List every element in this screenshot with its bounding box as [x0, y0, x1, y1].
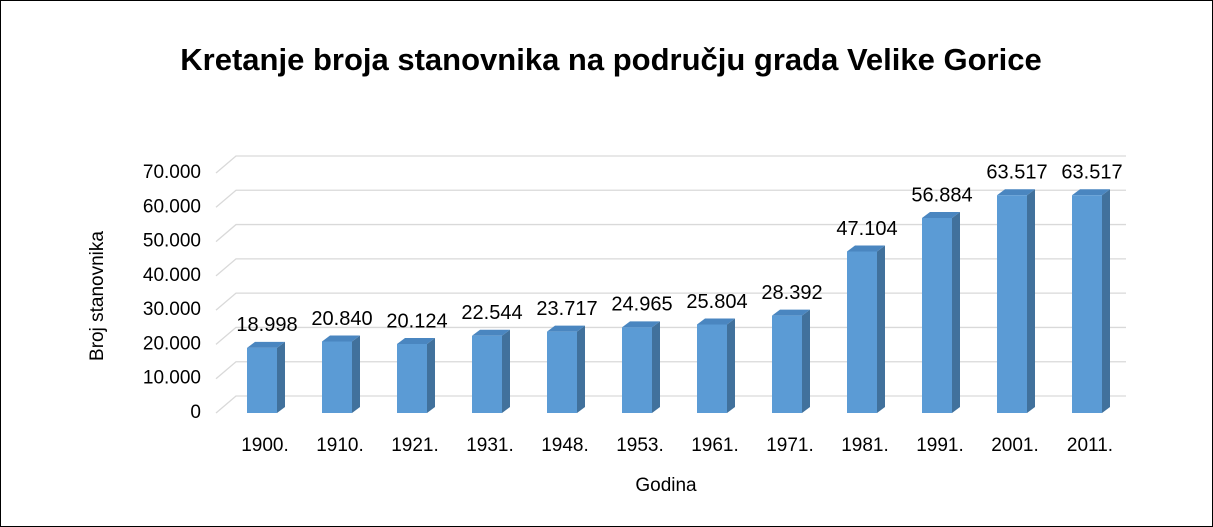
grid-line	[215, 361, 1126, 380]
bar-top	[472, 329, 510, 336]
bar-side	[952, 211, 960, 413]
grid-line	[215, 258, 1126, 277]
bar-top	[247, 341, 285, 348]
data-label: 63.517	[986, 162, 1047, 184]
bar	[322, 335, 360, 413]
bar-front	[547, 331, 577, 413]
grid-line	[215, 292, 1126, 311]
bar-side	[1102, 189, 1110, 413]
x-tick-label: 1921.	[391, 435, 439, 456]
y-tick-label: 50.000	[143, 231, 201, 252]
bar	[847, 245, 885, 413]
bar-front	[772, 315, 802, 413]
bar	[397, 338, 435, 413]
chart-title: Kretanje broja stanovnika na području gr…	[180, 42, 1042, 77]
bar-side	[277, 341, 285, 413]
bar	[622, 321, 660, 413]
bar-top	[997, 189, 1035, 196]
bar-front	[847, 251, 877, 413]
data-label: 56.884	[911, 184, 972, 206]
x-tick-label: 1931.	[466, 435, 514, 456]
bar-side	[577, 325, 585, 413]
data-label: 22.544	[461, 302, 522, 324]
x-tick-label: 1981.	[841, 435, 889, 456]
bar	[247, 341, 285, 413]
bar-front	[322, 341, 352, 413]
grid-line	[215, 223, 1126, 243]
bar-front	[922, 217, 952, 413]
bar-front	[697, 324, 727, 413]
bar-top	[397, 338, 435, 345]
bar-top	[622, 321, 660, 328]
bar	[472, 329, 510, 413]
x-axis-title: Godina	[635, 475, 697, 496]
y-tick-label: 40.000	[143, 265, 201, 286]
x-tick-label: 1953.	[616, 435, 664, 456]
bar-side	[502, 329, 510, 413]
data-label: 47.104	[836, 218, 897, 240]
x-tick-label: 1948.	[541, 435, 589, 456]
bar-top	[547, 325, 585, 332]
bar-front	[997, 195, 1027, 413]
bar-front	[1072, 195, 1102, 413]
y-tick-label: 0	[190, 402, 201, 423]
x-tick-label: 2001.	[991, 435, 1039, 456]
data-label: 20.840	[311, 308, 372, 330]
x-tick-label: 1900.	[241, 435, 289, 456]
data-label: 23.717	[536, 298, 597, 320]
bar	[922, 211, 960, 413]
data-label: 20.124	[386, 310, 447, 332]
bar-side	[352, 335, 360, 413]
bar	[697, 318, 735, 413]
x-tick-label: 1991.	[916, 435, 964, 456]
bar-top	[922, 211, 960, 218]
bar-side	[1027, 189, 1035, 413]
bar-side	[877, 245, 885, 413]
bar-front	[472, 335, 502, 413]
grid-line	[215, 155, 1126, 174]
y-tick-label: 30.000	[143, 299, 201, 320]
y-tick-label: 10.000	[143, 368, 201, 389]
data-label: 28.392	[761, 282, 822, 304]
grid-line	[215, 189, 1126, 208]
x-tick-label: 1961.	[691, 435, 739, 456]
y-tick-label: 60.000	[143, 196, 201, 217]
bar-side	[727, 318, 735, 413]
bar-top	[697, 318, 735, 325]
grid-line	[215, 395, 1126, 414]
bar-top	[322, 335, 360, 342]
y-tick-label: 70.000	[143, 162, 201, 183]
data-label: 63.517	[1061, 162, 1122, 184]
y-tick-label: 20.000	[143, 333, 201, 354]
grid-line	[215, 326, 1126, 345]
bar	[547, 325, 585, 413]
bar	[1072, 189, 1110, 413]
data-label: 18.998	[236, 314, 297, 336]
data-label: 24.965	[611, 294, 672, 316]
bar	[997, 189, 1035, 413]
bar-front	[397, 344, 427, 413]
bar-side	[652, 321, 660, 413]
bar	[772, 309, 810, 413]
x-tick-label: 2011.	[1067, 435, 1113, 456]
bar-front	[622, 327, 652, 413]
bar-top	[847, 245, 885, 252]
x-tick-label: 1910.	[316, 435, 364, 456]
bar-front	[247, 347, 277, 413]
data-label: 25.804	[686, 291, 747, 313]
y-axis-title: Broj stanovnika	[87, 231, 108, 361]
bar-side	[427, 338, 435, 413]
bar-top	[1072, 189, 1110, 196]
bar-top	[772, 309, 810, 316]
bar-side	[802, 309, 810, 413]
x-tick-label: 1971.	[766, 435, 814, 456]
